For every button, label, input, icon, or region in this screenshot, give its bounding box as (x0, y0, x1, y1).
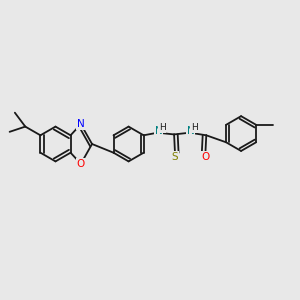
Text: H: H (191, 123, 198, 132)
Text: N: N (77, 119, 85, 129)
Text: N: N (154, 126, 162, 136)
Text: O: O (77, 159, 85, 169)
Text: S: S (172, 152, 178, 162)
Text: N: N (187, 126, 194, 136)
Text: H: H (159, 123, 166, 132)
Text: O: O (201, 152, 209, 162)
